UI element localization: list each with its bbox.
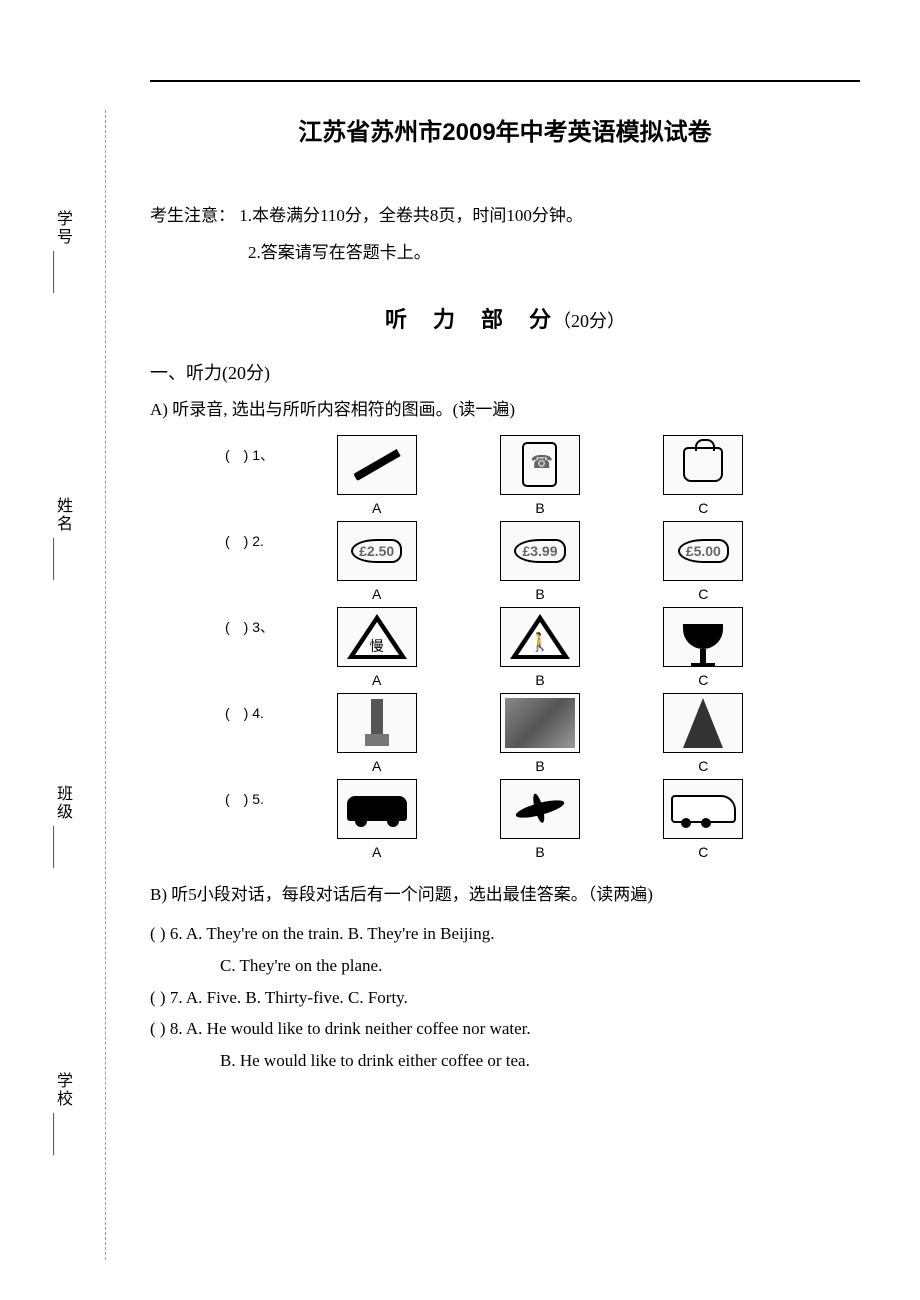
option-5b: B [480,779,600,860]
sidebar-field-school: 学校 ______ [50,1072,80,1160]
option-1b: B [480,435,600,516]
phone-icon [522,442,557,487]
option-3b: 🚶 B [480,607,600,688]
subsection-1: 一、听力(20分) [150,359,860,385]
pen-icon [353,449,400,481]
question-8-b: B. He would like to drink either coffee … [220,1047,860,1076]
info-sidebar: 学号 ______ 姓名 ______ 班级 ______ 学校 ______ [50,110,80,1260]
eiffel-tower-icon [683,698,723,748]
option-3c: C [643,607,763,688]
option-2c: £5.00 C [643,521,763,602]
mountain-icon [505,698,575,748]
option-2a: £2.50 A [317,521,437,602]
question-7: ( ) 7. A. Five. B. Thirty-five. C. Forty… [150,984,860,1013]
option-5c: C [643,779,763,860]
option-5a: A [317,779,437,860]
option-4a: A [317,693,437,774]
question-6: ( ) 6. A. They're on the train. B. They'… [150,920,860,949]
notice-line-2: 2.答案请写在答题卡上。 [248,234,860,271]
exam-notice: 考生注意： 1.本卷满分110分，全卷共8页，时间100分钟。 2.答案请写在答… [150,197,860,272]
question-6-c: C. They're on the plane. [220,952,860,981]
question-row-1: ( ) 1、 A B C [225,435,785,516]
option-1a: A [317,435,437,516]
question-row-2: ( ) 2. £2.50 A £3.99 B £5.00 C [225,521,785,602]
vertical-divider [105,110,106,1260]
car-icon [347,796,407,821]
price-tag-icon: £2.50 [351,539,402,563]
exam-title: 江苏省苏州市2009年中考英语模拟试卷 [150,112,860,147]
goblet-icon [683,624,723,649]
option-3a: 慢 A [317,607,437,688]
part-b-instruction: B) 听5小段对话，每段对话后有一个问题，选出最佳答案。（读两遍) [150,880,860,905]
option-4b: B [480,693,600,774]
listening-section-header: 听 力 部 分（20分） [150,302,860,334]
question-row-4: ( ) 4. A B C [225,693,785,774]
option-2b: £3.99 B [480,521,600,602]
price-tag-icon: £5.00 [678,539,729,563]
part-a-instruction: A) 听录音, 选出与所听内容相符的图画。(读一遍) [150,395,860,420]
sidebar-field-id: 学号 ______ [50,210,80,298]
top-rule [150,80,860,82]
train-icon [671,795,736,823]
text-questions: ( ) 6. A. They're on the train. B. They'… [150,920,860,1076]
notice-line-1: 考生注意： 1.本卷满分110分，全卷共8页，时间100分钟。 [150,197,860,234]
pedestrian-sign-icon: 🚶 [510,614,570,659]
question-8: ( ) 8. A. He would like to drink neither… [150,1015,860,1044]
sidebar-field-class: 班级 ______ [50,785,80,873]
slow-sign-icon: 慢 [347,614,407,659]
question-row-5: ( ) 5. A B C [225,779,785,860]
main-content: 江苏省苏州市2009年中考英语模拟试卷 考生注意： 1.本卷满分110分，全卷共… [150,80,860,1079]
question-row-3: ( ) 3、 慢 A 🚶 B C [225,607,785,688]
plane-icon [514,797,565,822]
option-1c: C [643,435,763,516]
option-4c: C [643,693,763,774]
image-question-grid: ( ) 1、 A B C ( ) 2. £2.50 [225,435,785,860]
price-tag-icon: £3.99 [514,539,565,563]
sidebar-field-name: 姓名 ______ [50,497,80,585]
bag-icon [683,447,723,482]
statue-liberty-icon [365,699,389,746]
